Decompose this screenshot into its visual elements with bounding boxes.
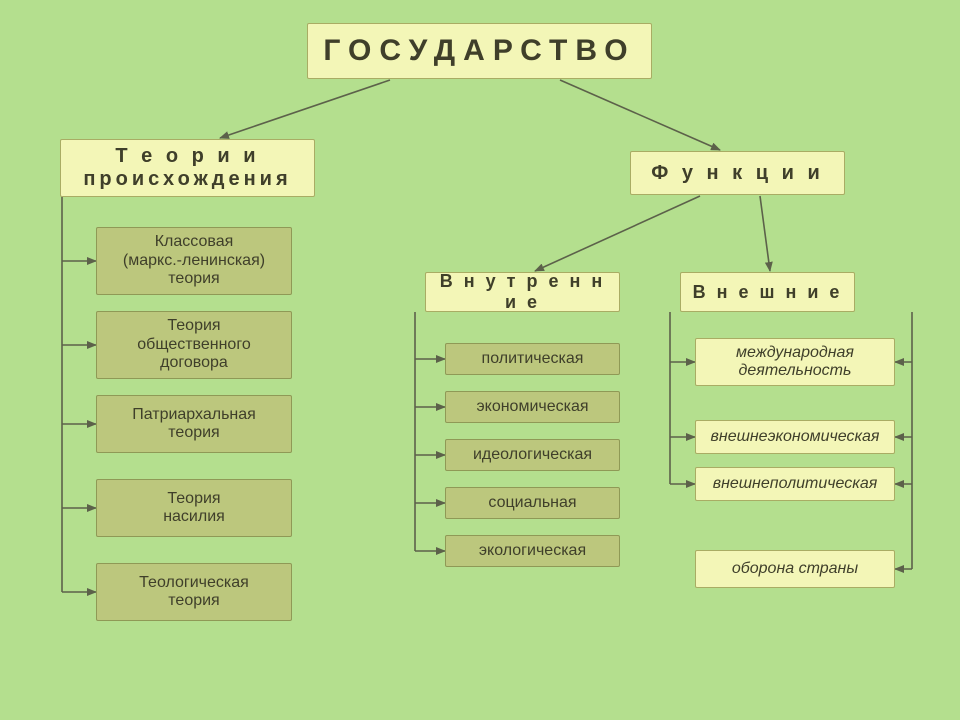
sub-internal-label: В н у т р е н н и е [432, 271, 613, 312]
theories-item-label-0: Классовая (маркс.-ленинская) теория [123, 233, 265, 288]
branch-functions: Ф у н к ц и и [630, 151, 845, 195]
theories-item-label-2: Патриархальная теория [132, 406, 256, 443]
sub-external-label: В н е ш н и е [693, 282, 843, 303]
internal-item-3: социальная [445, 487, 620, 519]
theories-item-3: Теория насилия [96, 479, 292, 537]
theories-item-2: Патриархальная теория [96, 395, 292, 453]
external-item-0: международная деятельность [695, 338, 895, 386]
theories-item-4: Теологическая теория [96, 563, 292, 621]
sub-internal: В н у т р е н н и е [425, 272, 620, 312]
internal-item-label-2: идеологическая [473, 446, 592, 464]
external-item-label-2: внешнеполитическая [713, 475, 878, 493]
internal-item-4: экологическая [445, 535, 620, 567]
branch-functions-label: Ф у н к ц и и [651, 162, 824, 185]
branch-theories-label: Т е о р и и происхождения [83, 145, 291, 191]
theories-item-1: Теория общественного договора [96, 311, 292, 379]
external-item-label-3: оборона страны [732, 560, 858, 578]
title-box: ГОСУДАРСТВО [307, 23, 652, 79]
external-item-label-1: внешнеэкономическая [711, 428, 880, 446]
sub-external: В н е ш н и е [680, 272, 855, 312]
external-item-2: внешнеполитическая [695, 467, 895, 501]
title-label: ГОСУДАРСТВО [323, 34, 635, 69]
internal-item-2: идеологическая [445, 439, 620, 471]
theories-item-label-4: Теологическая теория [139, 574, 249, 611]
internal-item-label-1: экономическая [476, 398, 588, 416]
internal-item-label-3: социальная [488, 494, 576, 512]
internal-item-label-4: экологическая [479, 542, 586, 560]
internal-item-1: экономическая [445, 391, 620, 423]
external-item-3: оборона страны [695, 550, 895, 588]
theories-item-0: Классовая (маркс.-ленинская) теория [96, 227, 292, 295]
internal-item-0: политическая [445, 343, 620, 375]
internal-item-label-0: политическая [482, 350, 584, 368]
branch-theories: Т е о р и и происхождения [60, 139, 315, 197]
external-item-1: внешнеэкономическая [695, 420, 895, 454]
external-item-label-0: международная деятельность [736, 344, 854, 381]
theories-item-label-1: Теория общественного договора [137, 317, 250, 372]
theories-item-label-3: Теория насилия [163, 490, 225, 527]
